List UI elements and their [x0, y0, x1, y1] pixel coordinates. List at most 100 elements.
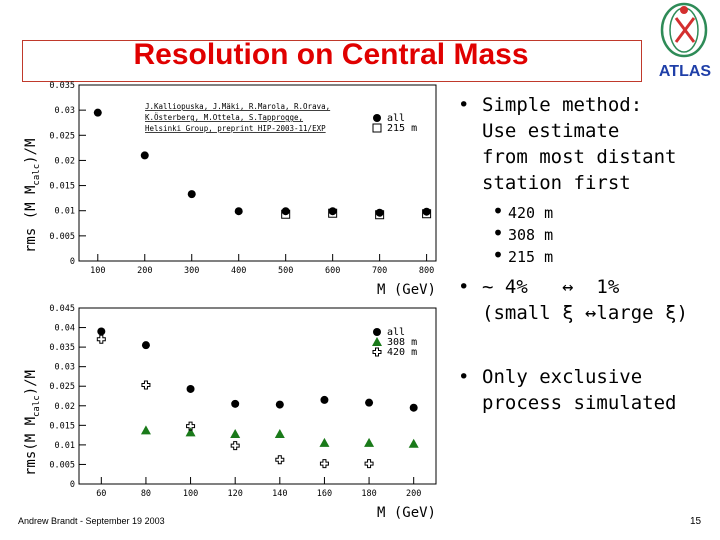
data-point — [408, 438, 419, 448]
plot-frame — [78, 307, 437, 485]
atlas-logo-text: ATLAS — [659, 63, 711, 80]
legend-label: 308 m — [387, 337, 417, 348]
plots: 0 0.005 0.01 0.015 0.02 0.025 0.03 0.035 100 200 3… — [23, 81, 437, 520]
bullet-line: ~ 4% ↔ 1% — [482, 276, 620, 298]
bullet-line: station first — [482, 172, 631, 194]
data-point — [186, 421, 196, 431]
atlas-logo-figure-head — [680, 6, 688, 14]
data-point — [96, 334, 106, 344]
data-point — [234, 207, 243, 216]
footer-author: Andrew Brandt - September 19 2003 — [18, 516, 165, 526]
legend-label: all — [387, 327, 405, 338]
x-tick-label: 700 — [372, 266, 387, 276]
y-tick-label: 0 — [70, 480, 75, 490]
bullet-line: from most distant — [482, 146, 677, 168]
data-point — [231, 399, 240, 408]
data-point — [328, 207, 337, 216]
x-axis-label: M (GeV) — [377, 505, 436, 520]
chart-top: 0 0.005 0.01 0.015 0.02 0.025 0.03 0.035 100 200 3… — [23, 81, 437, 298]
legend-label: all — [387, 113, 405, 124]
citation-line: Helsinki Group, preprint HIP-2003-11/EXP — [145, 124, 326, 133]
page-number: 15 — [690, 516, 702, 527]
x-tick-label: 300 — [184, 266, 199, 276]
bullet-dot-icon: • — [492, 199, 505, 223]
sub-bullet-item: • 308 m — [492, 222, 553, 246]
data-point — [93, 108, 102, 117]
data-point — [328, 208, 338, 218]
chart-bottom: 0 0.005 0.01 0.015 0.02 0.025 0.03 0.035 0.04 0.0… — [23, 304, 437, 520]
y-tick-label: 0.035 — [49, 343, 75, 353]
data-point — [281, 209, 291, 219]
x-tick-label: 60 — [96, 489, 106, 499]
x-tick-label: 120 — [228, 489, 243, 499]
x-tick-label: 140 — [272, 489, 287, 499]
data-point — [372, 347, 382, 357]
data-point — [281, 207, 290, 216]
y-tick-label: 0.01 — [55, 207, 75, 217]
x-tick-label: 200 — [406, 489, 421, 499]
bullet-dot-icon: • — [458, 276, 470, 298]
data-point — [230, 428, 241, 438]
y-tick-label: 0.045 — [49, 304, 75, 314]
slide-title: Resolution on Central Mass — [133, 38, 529, 71]
title-frame — [22, 40, 642, 82]
bullet-dot-icon: • — [492, 243, 505, 267]
bullet-line: (small ξ ↔large ξ) — [482, 302, 688, 324]
atlas-logo-ring — [660, 2, 708, 58]
sub-bullet-label: 420 m — [508, 204, 554, 222]
y-tick-label: 0.02 — [55, 156, 75, 166]
data-point — [409, 403, 418, 412]
y-tick-label: 0.025 — [49, 131, 75, 141]
data-point — [375, 210, 385, 220]
x-tick-label: 180 — [361, 489, 376, 499]
bullet-line: process simulated — [482, 392, 677, 414]
x-tick-label: 100 — [183, 489, 198, 499]
bullet-line: Simple method: — [482, 94, 643, 116]
x-tick-label: 200 — [137, 266, 152, 276]
data-point — [372, 123, 382, 133]
sub-bullet-item: • 420 m — [492, 200, 554, 224]
data-point — [364, 459, 374, 469]
data-point — [97, 327, 106, 336]
data-point — [275, 400, 284, 409]
y-tick-label: 0.025 — [49, 382, 75, 392]
y-tick-label: 0.01 — [55, 441, 75, 451]
y-tick-label: 0.03 — [55, 363, 75, 373]
data-point — [320, 395, 329, 404]
data-point — [230, 441, 240, 451]
x-axis-label: M (GeV) — [377, 282, 436, 298]
data-point — [187, 190, 196, 199]
y-tick-label: 0.005 — [49, 460, 75, 470]
atlas-logo-icon: ATLAS — [659, 2, 711, 80]
data-point — [364, 437, 375, 447]
y-tick-label: 0.02 — [55, 402, 75, 412]
y-tick-label: 0 — [70, 257, 75, 267]
citation-line: J.Kalliopuska, J.Mäki, R.Marola, R.Orava… — [145, 102, 330, 111]
citation-line: K.Österberg, M.Ottela, S.Tapprogge, — [145, 113, 303, 122]
legend-label: 420 m — [387, 347, 417, 358]
y-axis-label: rms (M Mcalc)/M — [23, 139, 42, 253]
data-point — [372, 337, 382, 346]
x-tick-label: 800 — [419, 266, 434, 276]
data-point — [319, 459, 329, 469]
data-point — [373, 328, 381, 336]
y-tick-label: 0.015 — [49, 421, 75, 431]
plot-frame — [78, 84, 437, 262]
sub-bullet-label: 215 m — [508, 248, 554, 266]
x-tick-label: 600 — [325, 266, 340, 276]
x-tick-label: 80 — [141, 489, 151, 499]
data-point — [186, 384, 195, 393]
data-point — [422, 207, 431, 216]
data-point — [185, 427, 196, 437]
bullet-line: Only exclusive — [482, 366, 643, 388]
y-tick-label: 0.005 — [49, 232, 75, 242]
y-tick-label: 0.015 — [49, 182, 75, 192]
data-point — [275, 455, 285, 465]
x-tick-label: 160 — [317, 489, 332, 499]
data-point — [319, 437, 330, 447]
y-tick-label: 0.035 — [49, 81, 75, 91]
bullet-dot-icon: • — [492, 221, 505, 245]
legend-label: 215 m — [387, 123, 417, 134]
y-tick-label: 0.03 — [55, 106, 75, 116]
